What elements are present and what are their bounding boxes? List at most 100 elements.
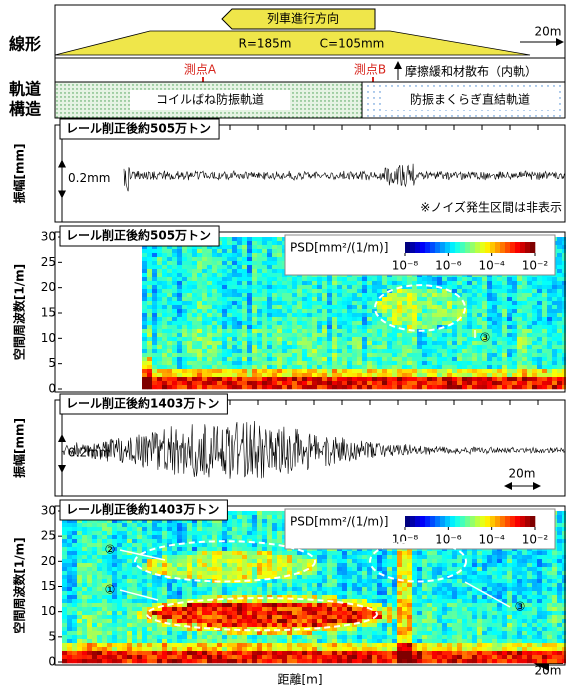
spectrogram-cell (277, 377, 282, 381)
spectrogram-cell (142, 349, 147, 353)
spectrogram-cell (87, 627, 92, 631)
spectrogram-cell (242, 381, 247, 385)
spectrogram-cell (487, 317, 492, 321)
spectrogram-cell (172, 559, 177, 563)
colorbar-tick-label: 10⁻² (522, 259, 549, 273)
spectrogram-cell (397, 321, 402, 325)
spectrogram-cell (317, 277, 322, 281)
spectrogram-cell (72, 651, 77, 655)
spectrogram-cell (387, 313, 392, 317)
spectrogram-cell (247, 515, 252, 519)
spectrogram-cell (332, 345, 337, 349)
spectrogram-cell (212, 531, 217, 535)
spectrogram-cell (77, 607, 82, 611)
spectrogram-cell (107, 627, 112, 631)
spectrogram-cell (397, 293, 402, 297)
spectrogram-cell (517, 341, 522, 345)
spectrogram-cell (137, 611, 142, 615)
spectrogram-cell (242, 551, 247, 555)
spectrogram-cell (217, 639, 222, 643)
spectrogram-cell (292, 329, 297, 333)
spectrogram-cell (62, 555, 67, 559)
spectrogram-cell (187, 277, 192, 281)
spectrogram-cell (77, 535, 82, 539)
spectrogram-cell (247, 321, 252, 325)
spectrogram-cell (82, 659, 87, 663)
spectrogram-cell (342, 301, 347, 305)
spectrogram-cell (152, 345, 157, 349)
spectrogram-cell (207, 635, 212, 639)
spectrogram-cell (452, 325, 457, 329)
spectrogram-cell (482, 317, 487, 321)
spectrogram-cell (67, 595, 72, 599)
spectrogram-cell (307, 321, 312, 325)
spectrogram-cell (512, 313, 517, 317)
spectrogram-cell (322, 341, 327, 345)
spectrogram-cell (157, 531, 162, 535)
spectrogram-cell (442, 337, 447, 341)
spectrogram-cell (207, 261, 212, 265)
spectrogram-cell (162, 297, 167, 301)
spectrogram-cell (357, 377, 362, 381)
spectrogram-cell (267, 547, 272, 551)
spectrogram-cell (217, 575, 222, 579)
spectrogram-cell (177, 357, 182, 361)
spectrogram-cell (257, 563, 262, 567)
spectrogram-cell (537, 361, 542, 365)
spectrogram-cell (242, 655, 247, 659)
spectrogram-cell (222, 373, 227, 377)
spectrogram-cell (222, 543, 227, 547)
spectrogram-cell (87, 611, 92, 615)
spectrogram-cell (292, 377, 297, 381)
spectrogram-cell (312, 369, 317, 373)
spectrogram-cell (417, 277, 422, 281)
spectrogram-cell (237, 571, 242, 575)
spectrogram-cell (162, 301, 167, 305)
spectrogram-cell (427, 321, 432, 325)
spectrogram-cell (507, 369, 512, 373)
spectrogram-cell (142, 575, 147, 579)
spectrogram-cell (252, 261, 257, 265)
spectrogram-cell (282, 317, 287, 321)
spectrogram-cell (237, 321, 242, 325)
spectrogram-cell (512, 361, 517, 365)
spectrogram-cell (422, 357, 427, 361)
spectrogram-cell (227, 373, 232, 377)
spectrogram-cell (257, 317, 262, 321)
spectrogram-cell (317, 341, 322, 345)
spectrogram-cell (502, 377, 507, 381)
spectrogram-cell (467, 353, 472, 357)
spectrogram-cell (182, 349, 187, 353)
spectrogram-cell (107, 615, 112, 619)
spectrogram-cell (257, 615, 262, 619)
spectrogram-cell (127, 619, 132, 623)
spectrogram-cell (367, 373, 372, 377)
spectrogram-cell (272, 361, 277, 365)
spectrogram-cell (232, 643, 237, 647)
spectrogram-cell (297, 365, 302, 369)
spectrogram-cell (197, 313, 202, 317)
spectrogram-cell (112, 531, 117, 535)
spectrogram-cell (142, 579, 147, 583)
spectrogram-cell (187, 289, 192, 293)
spectrogram-cell (497, 313, 502, 317)
spectrogram-cell (132, 523, 137, 527)
spectrogram-cell (257, 313, 262, 317)
spectrogram-cell (367, 377, 372, 381)
spectrogram-cell (477, 365, 482, 369)
spectrogram-cell (357, 313, 362, 317)
spectrogram-cell (492, 333, 497, 337)
spectrogram-cell (197, 365, 202, 369)
spectrogram-cell (427, 305, 432, 309)
spectrogram-cell (337, 361, 342, 365)
spectrogram-cell (462, 337, 467, 341)
spectrogram-cell (437, 301, 442, 305)
spectrogram-cell (217, 373, 222, 377)
spectrogram-cell (522, 345, 527, 349)
spectrogram-cell (242, 333, 247, 337)
spectrogram-cell (492, 337, 497, 341)
spectrogram-cell (337, 313, 342, 317)
spectrogram-cell (362, 333, 367, 337)
spectrogram-cell (232, 385, 237, 389)
spectrogram-cell (167, 639, 172, 643)
